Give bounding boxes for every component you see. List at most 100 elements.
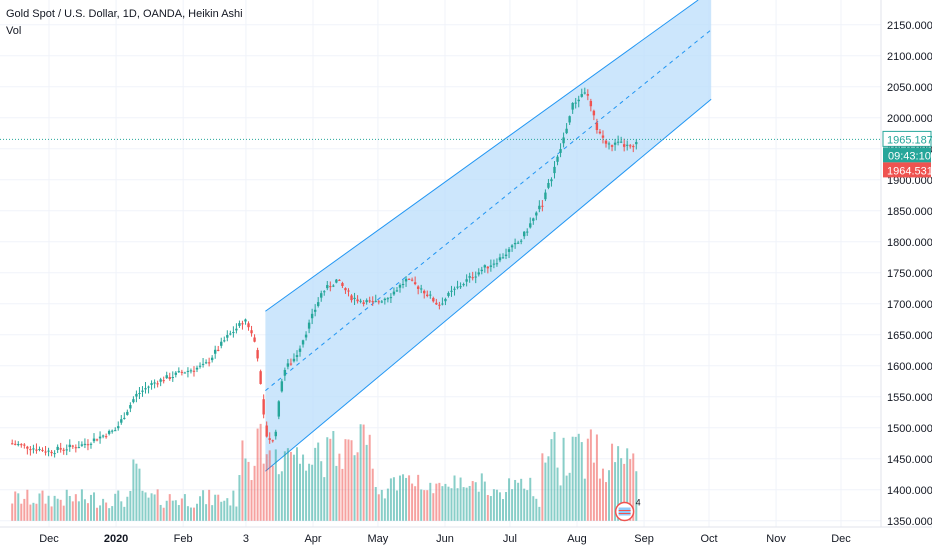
- volume-bar-63: [202, 490, 205, 521]
- candle-body-133: [413, 282, 417, 285]
- candle-body-10: [41, 449, 44, 451]
- candle-body-1: [14, 443, 17, 445]
- low-price-label: 1964.531: [887, 165, 932, 177]
- candle-body-78: [247, 323, 250, 328]
- candle-body-35: [117, 426, 120, 429]
- time-tick-label-0: Dec: [39, 533, 59, 545]
- volume-bar-123: [383, 498, 386, 521]
- time-tick-label-3: 3: [243, 533, 249, 545]
- channel-fill: [265, 0, 712, 472]
- volume-bar-191: [589, 429, 592, 521]
- channel-upper-line: [265, 0, 699, 312]
- candle-body-204: [629, 145, 632, 147]
- volume-bar-142: [441, 486, 444, 521]
- volume-bar-38: [126, 496, 129, 521]
- volume-bar-198: [611, 443, 614, 521]
- candle-body-101: [316, 302, 320, 306]
- volume-bar-159: [492, 489, 495, 521]
- candle-body-150: [465, 279, 468, 282]
- candle-body-108: [338, 279, 341, 281]
- candle-body-192: [592, 110, 596, 116]
- volume-bar-166: [514, 479, 517, 521]
- candle-body-88: [277, 401, 281, 417]
- candle-body-175: [541, 205, 544, 207]
- candle-body-184: [568, 116, 571, 123]
- candle-body-137: [426, 294, 429, 296]
- candle-body-167: [516, 242, 520, 244]
- candle-body-33: [110, 430, 114, 432]
- candle-body-34: [114, 430, 117, 432]
- candle-body-47: [153, 382, 156, 384]
- price-axis[interactable]: 2150.0002100.0002050.0002000.0001950.000…: [880, 0, 932, 550]
- candle-body-121: [377, 301, 380, 303]
- volume-bar-62: [199, 496, 202, 521]
- candle-body-27: [92, 438, 96, 442]
- volume-bar-172: [532, 496, 535, 521]
- volume-bar-148: [459, 477, 462, 521]
- candle-body-50: [162, 380, 165, 382]
- candle-body-176: [544, 192, 547, 200]
- volume-bar-29: [99, 505, 102, 521]
- low-price-badge: [883, 162, 931, 178]
- price-tick-label-7: 1800.000: [887, 237, 932, 249]
- volume-bar-146: [453, 475, 456, 521]
- volume-bar-156: [483, 481, 486, 521]
- volume-bar-81: [256, 428, 259, 521]
- candle-body-82: [259, 371, 262, 384]
- price-tick-label-13: 1500.000: [887, 423, 932, 435]
- volume-bar-118: [368, 434, 371, 521]
- candle-body-19: [68, 444, 71, 448]
- candle-body-200: [616, 141, 620, 143]
- time-axis[interactable]: Dec 2020 Feb 3 Apr May Jun Jul Aug Sep Oct Nov Dec: [0, 526, 932, 550]
- volume-bar-42: [138, 468, 141, 521]
- candle-body-141: [438, 304, 441, 306]
- volume-bar-26: [89, 494, 92, 521]
- volume-bar-112: [350, 440, 353, 521]
- candle-body-206: [635, 142, 638, 145]
- volume-bar-121: [377, 494, 380, 521]
- candle-body-134: [416, 286, 420, 289]
- time-tick-label-12: Dec: [831, 533, 851, 545]
- candle-body-111: [347, 290, 350, 292]
- volume-bar-65: [208, 489, 211, 521]
- volume-bar-168: [520, 478, 523, 521]
- candle-body-74: [235, 328, 238, 331]
- volume-bar-164: [508, 478, 511, 521]
- candle-body-15: [56, 446, 59, 450]
- volume-bar-10: [41, 490, 44, 521]
- volume-bar-129: [402, 474, 405, 521]
- volume-bar-88: [277, 474, 280, 521]
- volume-bar-153: [474, 482, 477, 521]
- volume-bar-74: [235, 506, 238, 521]
- candle-body-93: [292, 358, 296, 362]
- volume-bars: [11, 423, 638, 521]
- candle-body-85: [268, 438, 271, 440]
- candle-body-169: [523, 231, 526, 237]
- volume-bar-158: [489, 496, 492, 521]
- volume-bar-18: [65, 489, 68, 521]
- candle-body-132: [410, 279, 414, 281]
- candle-body-99: [310, 313, 314, 319]
- time-tick-label-8: Aug: [567, 533, 587, 545]
- price-tick-label-15: 1400.000: [887, 485, 932, 497]
- events-badge[interactable]: 4: [614, 498, 641, 522]
- volume-bar-205: [632, 453, 635, 521]
- volume-bar-43: [141, 490, 144, 521]
- volume-bar-2: [17, 493, 20, 521]
- candle-body-11: [44, 451, 47, 453]
- candle-body-164: [507, 249, 511, 252]
- volume-bar-75: [238, 475, 241, 521]
- price-tick-label-8: 1750.000: [887, 268, 932, 280]
- volume-bar-141: [438, 482, 441, 521]
- candle-body-115: [359, 300, 362, 302]
- candle-body-201: [619, 141, 623, 143]
- volume-bar-58: [186, 506, 189, 521]
- volume-bar-55: [177, 505, 180, 521]
- candle-body-180: [556, 156, 559, 162]
- time-tick-label-11: Nov: [766, 533, 786, 545]
- parallel-channel[interactable]: [265, 0, 712, 472]
- volume-bar-169: [523, 488, 526, 521]
- volume-bar-91: [286, 448, 289, 521]
